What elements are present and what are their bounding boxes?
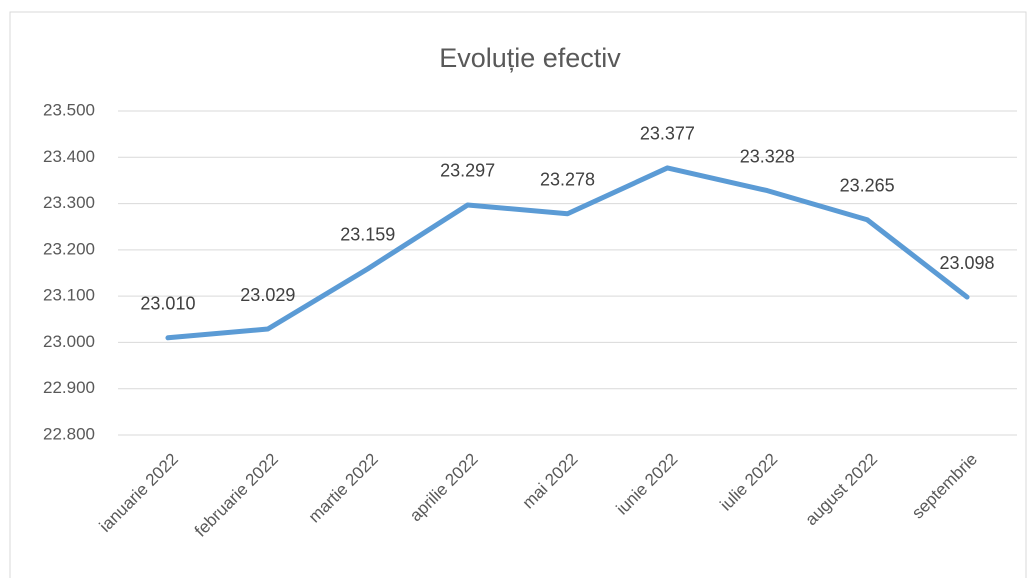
y-tick-label: 23.000 (43, 332, 95, 351)
y-tick-label: 23.300 (43, 193, 95, 212)
x-tick-label: ianuarie 2022 (96, 450, 182, 536)
y-tick-label: 23.400 (43, 147, 95, 166)
data-label: 23.377 (640, 124, 695, 144)
data-label: 23.010 (140, 294, 195, 314)
x-tick-label: mai 2022 (519, 450, 582, 513)
x-tick-label: septembrie (908, 450, 981, 523)
data-label: 23.098 (940, 253, 995, 273)
x-tick-label: iunie 2022 (612, 450, 681, 519)
x-tick-label: aprilie 2022 (406, 450, 482, 526)
data-label: 23.029 (240, 285, 295, 305)
y-tick-label: 23.200 (43, 239, 95, 258)
y-tick-label: 22.800 (43, 424, 95, 443)
data-line (165, 165, 970, 341)
x-tick-label: iulie 2022 (716, 450, 781, 515)
x-tick-label: martie 2022 (305, 450, 382, 527)
data-label: 23.159 (340, 225, 395, 245)
y-tick-label: 23.500 (43, 100, 95, 119)
y-tick-label: 23.100 (43, 286, 95, 305)
chart-title: Evoluție efectiv (439, 43, 621, 73)
data-label: 23.328 (740, 146, 795, 166)
y-tick-label: 22.900 (43, 378, 95, 397)
chart-frame (9, 11, 1027, 578)
data-label: 23.278 (540, 170, 595, 190)
x-tick-label: februarie 2022 (191, 450, 282, 541)
data-label: 23.297 (440, 161, 495, 181)
data-label: 23.265 (840, 176, 895, 196)
x-tick-label: august 2022 (802, 450, 882, 530)
